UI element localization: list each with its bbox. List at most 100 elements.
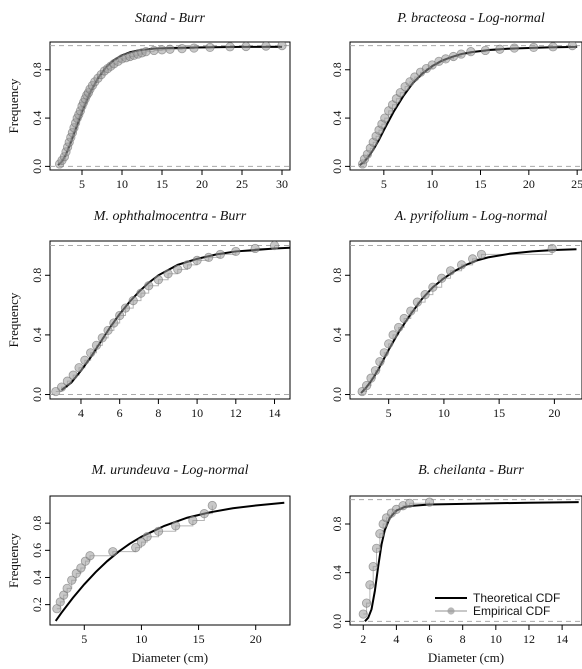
- plot-area: [357, 42, 578, 169]
- y-tick-label: 0.4: [330, 565, 344, 580]
- plot-frame: [349, 495, 582, 626]
- empirical-point: [456, 49, 466, 59]
- panel-6: B. cheilanta - Burr 0.0 0.4 0.8 2 4 6 8 10 12 14 Di…: [330, 463, 582, 665]
- empirical-point: [370, 366, 381, 376]
- panel-title: M. ophthalmocentra - Burr: [93, 209, 247, 224]
- empirical-point: [365, 580, 375, 590]
- x-tick-label: 4: [78, 406, 84, 420]
- empirical-point: [97, 333, 107, 343]
- y-tick-label: 0.0: [330, 159, 344, 174]
- x-tick-label: 15: [493, 406, 505, 420]
- empirical-point: [177, 44, 187, 54]
- empirical-point: [567, 42, 577, 51]
- empirical-point: [406, 306, 416, 316]
- plot-area: [51, 241, 290, 397]
- empirical-point: [136, 537, 147, 547]
- empirical-point: [420, 290, 430, 300]
- empirical-point: [128, 296, 138, 306]
- panel-title: Stand - Burr: [135, 11, 206, 26]
- empirical-point: [109, 318, 119, 328]
- empirical-point: [115, 310, 125, 321]
- empirical-point: [141, 47, 151, 57]
- x-tick-label: 4: [393, 632, 399, 646]
- empirical-point: [182, 260, 193, 270]
- empirical-point: [361, 380, 372, 391]
- panel-title: P. bracteosa - Log-normal: [396, 11, 545, 26]
- empirical-point: [424, 497, 435, 507]
- y-tick-label: 0.8: [330, 516, 344, 531]
- x-tick-label: 5: [386, 406, 392, 420]
- panel-2: P. bracteosa - Log-normal 0.0 0.4 0.8 5 10 15 2…: [330, 11, 582, 191]
- x-tick-label: 10: [426, 177, 438, 191]
- panel-4: A. pyrifolium - Log-normal 0.0 0.4 0.8 5 10 15…: [330, 209, 582, 420]
- x-tick-label: 10: [490, 632, 502, 646]
- empirical-point: [157, 45, 167, 55]
- empirical-point: [68, 370, 78, 380]
- y-tick-label: 0.0: [330, 614, 344, 629]
- empirical-point: [204, 252, 214, 262]
- empirical-point: [189, 43, 199, 53]
- theoretical-cdf-line: [54, 501, 285, 622]
- empirical-point: [225, 42, 235, 52]
- plot-frame: [349, 240, 582, 400]
- x-tick-label: 5: [79, 177, 85, 191]
- panel-title: M. urundeuva - Log-normal: [90, 463, 248, 478]
- empirical-point: [476, 249, 487, 260]
- empirical-cdf-line: [59, 45, 283, 165]
- x-tick-label: 8: [155, 406, 161, 420]
- empirical-point: [171, 521, 181, 531]
- empirical-point: [136, 288, 146, 298]
- x-tick-label: 10: [438, 406, 450, 420]
- empirical-point: [131, 542, 141, 553]
- empirical-point: [250, 243, 260, 254]
- empirical-point: [375, 357, 385, 367]
- x-tick-label: 6: [427, 632, 433, 646]
- empirical-point: [371, 543, 382, 553]
- plot-area: [52, 500, 285, 622]
- empirical-point: [62, 376, 73, 386]
- y-tick-label: 0.0: [330, 387, 344, 402]
- y-tick-label: 0.6: [30, 543, 44, 558]
- x-tick-label: 8: [460, 632, 466, 646]
- y-tick-label: 0.4: [330, 327, 344, 342]
- empirical-point: [215, 249, 225, 260]
- legend-empirical-marker: [447, 607, 455, 615]
- empirical-point: [548, 42, 558, 52]
- y-tick-label: 0.0: [30, 159, 44, 174]
- theoretical-cdf-line: [360, 248, 577, 394]
- empirical-point: [199, 509, 209, 519]
- x-tick-label: 12: [523, 632, 535, 646]
- empirical-point: [142, 532, 152, 542]
- plot-area: [358, 497, 579, 623]
- empirical-point: [62, 583, 72, 593]
- empirical-point: [529, 42, 539, 53]
- y-tick-label: 0.4: [330, 111, 344, 126]
- y-tick-label: 0.8: [330, 268, 344, 283]
- empirical-point: [67, 575, 77, 585]
- empirical-point: [261, 42, 271, 51]
- legend-theoretical-label: Theoretical CDF: [473, 591, 560, 605]
- empirical-point: [445, 266, 456, 276]
- empirical-point: [399, 313, 409, 324]
- panel-1: Stand - Burr 0.0 0.4 0.8 5 10 15 20 25 30 Frequenc…: [6, 11, 291, 191]
- empirical-point: [379, 348, 389, 358]
- empirical-point: [394, 322, 404, 333]
- empirical-point: [395, 88, 405, 98]
- empirical-point: [173, 264, 183, 274]
- empirical-point: [547, 243, 557, 254]
- empirical-point: [231, 246, 241, 257]
- x-tick-label: 10: [116, 177, 128, 191]
- empirical-point: [361, 598, 372, 608]
- panel-title: B. cheilanta - Burr: [418, 463, 524, 478]
- x-tick-label: 15: [156, 177, 168, 191]
- x-tick-label: 25: [571, 177, 582, 191]
- empirical-point: [448, 51, 459, 62]
- plot-frame: [49, 240, 291, 400]
- y-tick-label: 0.8: [330, 62, 344, 77]
- empirical-point: [241, 42, 251, 52]
- x-axis-label: Diameter (cm): [428, 650, 504, 665]
- x-tick-label: 20: [250, 632, 262, 646]
- empirical-point: [441, 54, 451, 64]
- legend-empirical-label: Empirical CDF: [473, 604, 550, 618]
